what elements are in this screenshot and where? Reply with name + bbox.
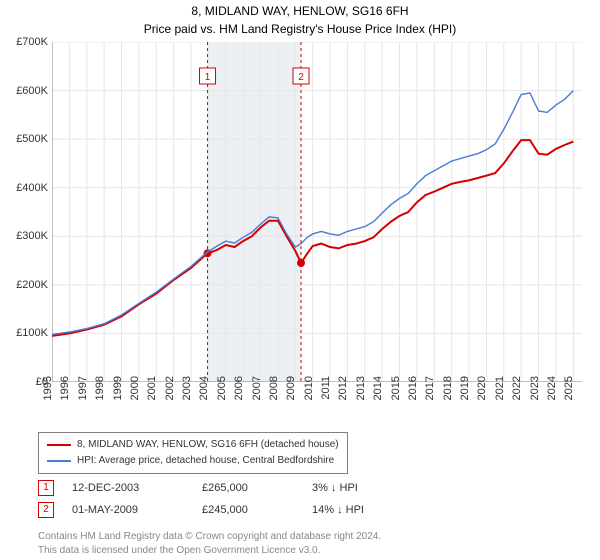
x-tick-label: 2007 bbox=[251, 376, 263, 416]
sale-date: 01-MAY-2009 bbox=[72, 504, 202, 516]
x-tick-label: 2005 bbox=[216, 376, 228, 416]
legend-label: 8, MIDLAND WAY, HENLOW, SG16 6FH (detach… bbox=[77, 437, 339, 453]
sale-marker-icon: 2 bbox=[38, 502, 54, 518]
y-tick-label: £500K bbox=[16, 133, 48, 145]
legend-label: HPI: Average price, detached house, Cent… bbox=[77, 453, 334, 469]
chart-subtitle: Price paid vs. HM Land Registry's House … bbox=[0, 22, 600, 36]
x-tick-label: 2011 bbox=[320, 376, 332, 416]
chart-plot: 12 bbox=[52, 42, 582, 382]
x-tick-label: 2003 bbox=[181, 376, 193, 416]
sale-delta: 3% ↓ HPI bbox=[312, 482, 358, 494]
x-tick-label: 2024 bbox=[546, 376, 558, 416]
x-tick-label: 2023 bbox=[529, 376, 541, 416]
x-tick-label: 2010 bbox=[303, 376, 315, 416]
legend: 8, MIDLAND WAY, HENLOW, SG16 6FH (detach… bbox=[38, 432, 348, 474]
chart-container: 8, MIDLAND WAY, HENLOW, SG16 6FH Price p… bbox=[0, 0, 600, 560]
y-tick-label: £300K bbox=[16, 230, 48, 242]
x-tick-label: 2019 bbox=[459, 376, 471, 416]
x-tick-label: 1998 bbox=[94, 376, 106, 416]
sale-price: £245,000 bbox=[202, 504, 312, 516]
sale-row: 1 12-DEC-2003£265,0003% ↓ HPI bbox=[38, 480, 358, 496]
y-tick-label: £600K bbox=[16, 85, 48, 97]
x-tick-label: 2009 bbox=[285, 376, 297, 416]
x-tick-label: 2015 bbox=[390, 376, 402, 416]
x-tick-label: 2021 bbox=[494, 376, 506, 416]
x-tick-label: 2002 bbox=[164, 376, 176, 416]
x-tick-label: 2013 bbox=[355, 376, 367, 416]
sale-delta: 14% ↓ HPI bbox=[312, 504, 364, 516]
x-tick-label: 2000 bbox=[129, 376, 141, 416]
x-tick-label: 2004 bbox=[198, 376, 210, 416]
x-tick-label: 1999 bbox=[112, 376, 124, 416]
legend-item: HPI: Average price, detached house, Cent… bbox=[47, 453, 339, 469]
svg-text:1: 1 bbox=[205, 72, 211, 83]
chart-title: 8, MIDLAND WAY, HENLOW, SG16 6FH bbox=[0, 4, 600, 18]
x-tick-label: 2001 bbox=[146, 376, 158, 416]
sale-date: 12-DEC-2003 bbox=[72, 482, 202, 494]
x-tick-label: 2012 bbox=[337, 376, 349, 416]
x-tick-label: 2016 bbox=[407, 376, 419, 416]
x-tick-label: 2006 bbox=[233, 376, 245, 416]
footer-line-1: Contains HM Land Registry data © Crown c… bbox=[38, 530, 381, 544]
sale-row: 2 01-MAY-2009£245,00014% ↓ HPI bbox=[38, 502, 364, 518]
x-tick-label: 1995 bbox=[42, 376, 54, 416]
x-tick-label: 2017 bbox=[424, 376, 436, 416]
x-tick-label: 2022 bbox=[511, 376, 523, 416]
y-tick-label: £100K bbox=[16, 327, 48, 339]
y-tick-label: £200K bbox=[16, 279, 48, 291]
svg-text:2: 2 bbox=[298, 72, 304, 83]
sale-marker-icon: 1 bbox=[38, 480, 54, 496]
legend-item: 8, MIDLAND WAY, HENLOW, SG16 6FH (detach… bbox=[47, 437, 339, 453]
x-tick-label: 2020 bbox=[476, 376, 488, 416]
x-tick-label: 1996 bbox=[59, 376, 71, 416]
x-tick-label: 2008 bbox=[268, 376, 280, 416]
x-tick-label: 2014 bbox=[372, 376, 384, 416]
sale-price: £265,000 bbox=[202, 482, 312, 494]
y-tick-label: £400K bbox=[16, 182, 48, 194]
y-tick-label: £700K bbox=[16, 36, 48, 48]
x-tick-label: 2018 bbox=[442, 376, 454, 416]
x-tick-label: 2025 bbox=[563, 376, 575, 416]
footer-line-2: This data is licensed under the Open Gov… bbox=[38, 544, 320, 558]
x-tick-label: 1997 bbox=[77, 376, 89, 416]
